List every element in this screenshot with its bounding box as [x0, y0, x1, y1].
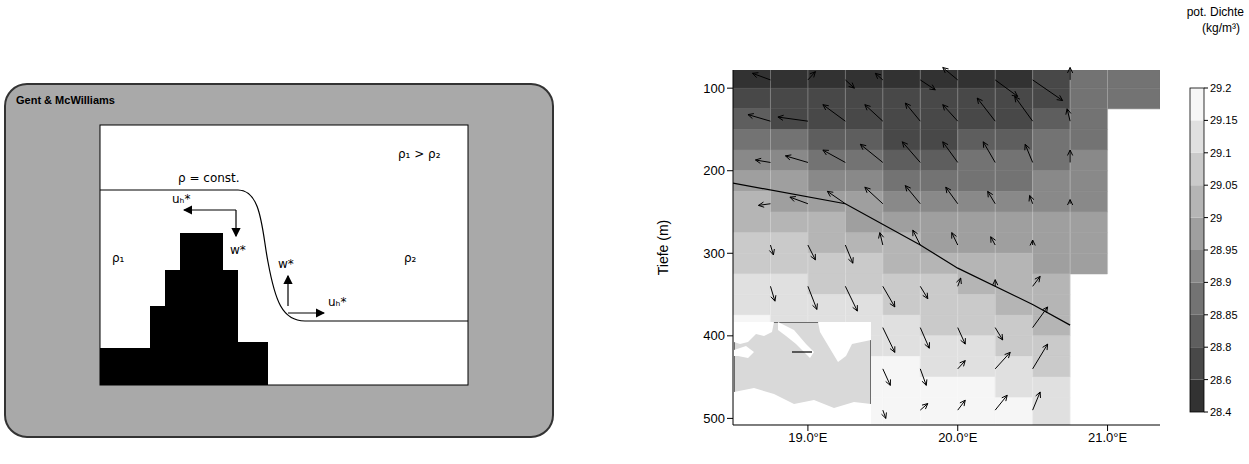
svg-text:uₕ*: uₕ*	[172, 192, 190, 206]
svg-text:500: 500	[703, 411, 725, 426]
svg-text:29.2: 29.2	[1210, 82, 1231, 94]
svg-text:20.0°E: 20.0°E	[938, 430, 978, 445]
svg-text:ρ₁ > ρ₂: ρ₁ > ρ₂	[398, 147, 441, 161]
svg-text:Tiefe (m): Tiefe (m)	[655, 220, 671, 275]
svg-text:ρ = const.: ρ = const.	[178, 171, 240, 185]
svg-text:(kg/m³): (kg/m³)	[1202, 21, 1240, 35]
svg-text:Gent & McWilliams: Gent & McWilliams	[16, 94, 115, 106]
svg-text:400: 400	[703, 328, 725, 343]
svg-text:28.9: 28.9	[1210, 276, 1231, 288]
svg-text:28.6: 28.6	[1210, 374, 1231, 386]
svg-text:300: 300	[703, 246, 725, 261]
svg-text:28.85: 28.85	[1210, 309, 1238, 321]
svg-text:28.8: 28.8	[1210, 341, 1231, 353]
svg-text:29.15: 29.15	[1210, 114, 1238, 126]
svg-text:uₕ*: uₕ*	[328, 295, 346, 309]
svg-text:w*: w*	[230, 243, 246, 257]
svg-text:200: 200	[703, 163, 725, 178]
svg-text:ρ₁: ρ₁	[112, 251, 125, 265]
svg-text:w*: w*	[278, 257, 294, 271]
svg-text:21.0°E: 21.0°E	[1088, 430, 1128, 445]
svg-text:29.05: 29.05	[1210, 179, 1238, 191]
svg-text:19.0°E: 19.0°E	[788, 430, 828, 445]
svg-text:28.95: 28.95	[1210, 244, 1238, 256]
svg-text:29: 29	[1210, 212, 1222, 224]
svg-text:ρ₂: ρ₂	[404, 251, 417, 265]
svg-text:100: 100	[703, 81, 725, 96]
svg-text:pot. Dichte: pot. Dichte	[1187, 5, 1245, 19]
svg-text:29.1: 29.1	[1210, 147, 1231, 159]
svg-text:28.4: 28.4	[1210, 406, 1231, 418]
